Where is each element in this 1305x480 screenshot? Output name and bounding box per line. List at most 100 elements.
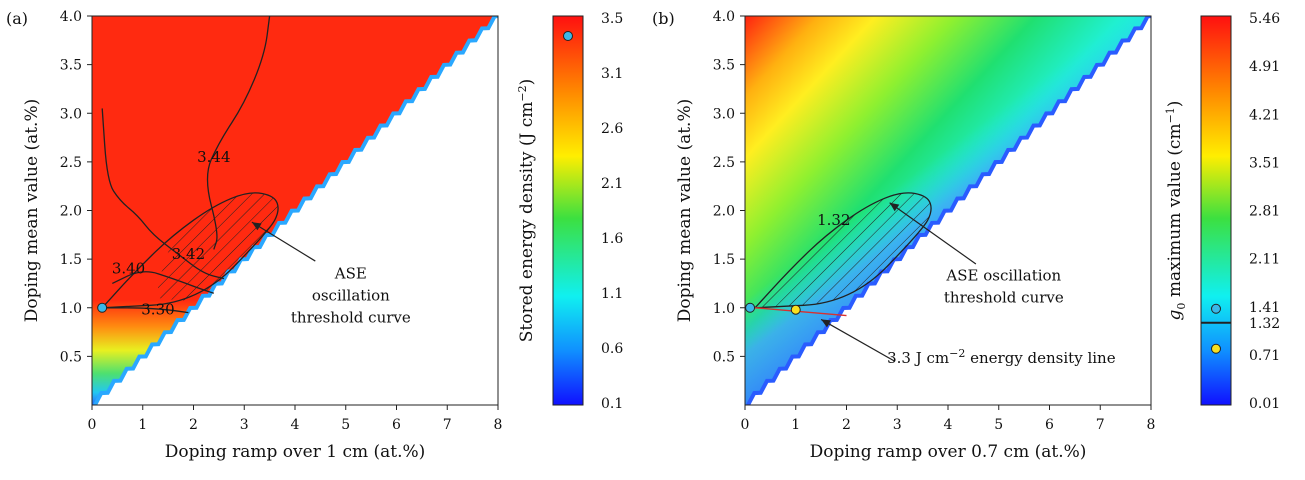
energy-density-line: [755, 307, 847, 317]
panel-b: (b) 0 1 2 3 4 5 6 7 8 0.5 1.0 1.5 2.0 2.5 3.0 3.5 4.0 D…: [652, 9, 1280, 462]
panel-a-hatched-region: [158, 192, 279, 301]
x-tick-label: 5: [341, 417, 350, 433]
panel-a-colorbar-marker: [563, 31, 573, 41]
panel-a-annotation-arrow: [251, 221, 316, 262]
x-tick-label: 3: [240, 417, 249, 433]
x-tick-label: 8: [494, 417, 503, 433]
colorbar-tick-label: 3.5: [601, 11, 623, 27]
panel-a-point-marker: [97, 302, 108, 313]
colorbar-tick-label: 0.6: [601, 341, 623, 357]
panel-b-colorbar: [1200, 15, 1232, 406]
panel-b-label: (b): [652, 9, 675, 28]
y-tick-label: 2.0: [60, 204, 82, 220]
colorbar-tick-label: 2.11: [1249, 252, 1280, 268]
x-tick-label: 1: [791, 417, 800, 433]
annotation-line: ASE oscillation: [945, 267, 1061, 285]
contour-label-3-44: 3.44: [197, 148, 230, 166]
panel-a-colorbar-ticks: 3.5 3.1 2.6 2.1 1.6 1.1 0.6 0.1: [601, 11, 623, 412]
contour-label-3-42: 3.42: [172, 245, 205, 263]
colorbar-tick-label: 3.51: [1249, 155, 1280, 171]
panel-b-boundary-edge: [746, 16, 1151, 405]
colorbar-tick-label: 2.1: [601, 176, 623, 192]
x-tick-label: 2: [842, 417, 851, 433]
y-tick-label: 1.0: [713, 301, 735, 317]
x-tick-label: 0: [741, 417, 750, 433]
panel-a-ase-annotation: ASE oscillation threshold curve: [291, 265, 411, 327]
y-tick-label: 3.5: [713, 58, 735, 74]
y-tick-label: 3.0: [713, 106, 735, 122]
x-tick-label: 6: [392, 417, 401, 433]
y-tick-label: 4.0: [60, 9, 82, 25]
x-tick-label: 3: [893, 417, 902, 433]
y-tick-label: 3.5: [60, 58, 82, 74]
x-tick-label: 7: [443, 417, 452, 433]
colorbar-tick-label: 1.32: [1249, 316, 1280, 332]
panel-b-y-axis: 0.5 1.0 1.5 2.0 2.5 3.0 3.5 4.0: [713, 9, 745, 365]
colorbar-tick-label: 0.01: [1249, 396, 1280, 412]
contour-label-1-32: 1.32: [817, 211, 850, 229]
contour-3-44: [206, 16, 271, 250]
y-tick-label: 2.5: [60, 155, 82, 171]
panel-b-point-marker-blue: [745, 302, 756, 313]
panel-b-hatched-region: [755, 192, 932, 308]
panel-a-colorbar-label: Stored energy density (J cm−2): [516, 79, 537, 343]
annotation-line: threshold curve: [944, 289, 1064, 307]
annotation-line: ASE: [334, 265, 367, 283]
x-tick-label: 4: [944, 417, 953, 433]
panel-b-energy-arrow: [820, 318, 896, 362]
panel-a: (a) 0 1 2 3 4 5 6 7 8 0.5 1.0 1.5 2.0 2.5 3.0 3.5 4.0 D…: [6, 9, 623, 462]
panel-b-energy-arrowhead: [821, 319, 831, 328]
panel-a-x-axis-label: Doping ramp over 1 cm (at.%): [165, 442, 426, 462]
colorbar-tick-label: 5.46: [1249, 11, 1280, 27]
contour-3-40: [112, 271, 215, 294]
panel-b-point-marker-yellow: [790, 304, 801, 315]
panel-a-colorbar: [552, 15, 584, 406]
x-tick-label: 0: [88, 417, 97, 433]
y-tick-label: 0.5: [60, 349, 82, 365]
panel-b-x-axis-label: Doping ramp over 0.7 cm (at.%): [810, 442, 1087, 462]
x-tick-label: 1: [138, 417, 147, 433]
x-tick-label: 5: [994, 417, 1003, 433]
y-tick-label: 0.5: [713, 349, 735, 365]
colorbar-tick-label: 4.91: [1249, 59, 1280, 75]
contour-3-42: [101, 108, 225, 280]
panel-a-y-axis-label: Doping mean value (at.%): [22, 99, 42, 322]
y-tick-label: 1.5: [713, 252, 735, 268]
colorbar-tick-label: 0.1: [601, 396, 623, 412]
panel-a-boundary-edge: [93, 16, 498, 405]
x-tick-label: 7: [1096, 417, 1105, 433]
x-tick-label: 6: [1045, 417, 1054, 433]
y-tick-label: 4.0: [713, 9, 735, 25]
panel-b-ase-arrowhead: [889, 202, 900, 212]
x-tick-label: 4: [291, 417, 300, 433]
panel-b-y-axis-label: Doping mean value (at.%): [675, 99, 695, 322]
panel-a-annotation-arrowhead: [251, 222, 262, 231]
annotation-line: oscillation: [312, 287, 390, 305]
colorbar-tick-label: 2.6: [601, 121, 623, 137]
colorbar-tick-label: 1.41: [1249, 300, 1280, 316]
colorbar-tick-label: 0.71: [1249, 348, 1280, 364]
y-tick-label: 2.0: [713, 204, 735, 220]
panel-b-colorbar-label: g0 maximum value (cm−1): [1164, 101, 1188, 321]
annotation-line: threshold curve: [291, 309, 411, 327]
colorbar-tick-label: 1.1: [601, 286, 623, 302]
panel-a-x-axis: 0 1 2 3 4 5 6 7 8: [88, 405, 503, 433]
y-tick-label: 2.5: [713, 155, 735, 171]
panel-b-colorbar-marker-blue: [1211, 303, 1221, 314]
panel-a-label: (a): [6, 9, 28, 28]
colorbar-tick-label: 3.1: [601, 66, 623, 82]
contour-label-3-30: 3.30: [141, 301, 174, 319]
panel-b-colorbar-marker-yellow: [1211, 343, 1221, 354]
colorbar-tick-label: 2.81: [1249, 204, 1280, 220]
panel-b-ase-threshold-curve: [754, 192, 932, 309]
x-tick-label: 2: [189, 417, 198, 433]
panel-b-ase-arrow: [889, 202, 977, 265]
contour-label-3-40: 3.40: [112, 260, 145, 278]
colorbar-tick-label: 1.6: [601, 231, 623, 247]
panel-b-colorbar-ticks: 5.46 4.91 4.21 3.51 2.81 2.11 1.411.32 0.71 0.01: [1249, 11, 1280, 412]
panel-b-ase-annotation: ASE oscillation threshold curve: [944, 267, 1064, 307]
panel-b-x-axis: 0 1 2 3 4 5 6 7 8: [741, 405, 1155, 433]
colorbar-tick-label: 4.21: [1249, 107, 1280, 123]
y-tick-label: 3.0: [60, 106, 82, 122]
